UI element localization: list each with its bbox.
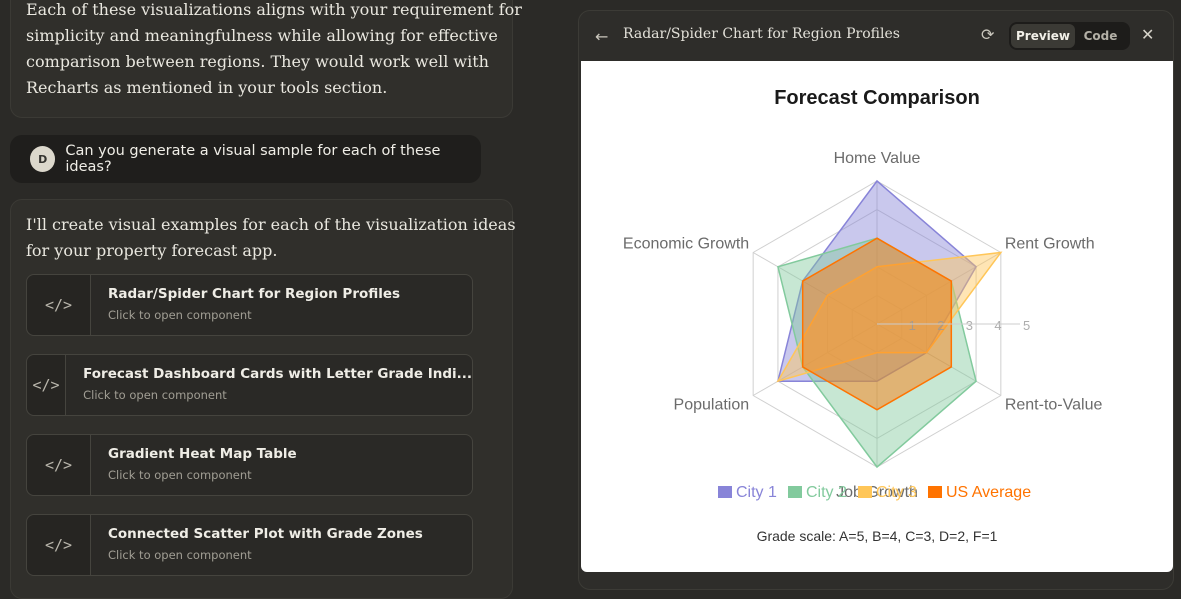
message-line: comparison between regions. They would w… (26, 52, 489, 71)
radius-tick-label: 5 (1023, 318, 1030, 333)
radius-tick-label: 2 (937, 318, 944, 333)
view-toggle: Preview Code (1009, 22, 1130, 50)
message-line: Each of these visualizations aligns with… (26, 0, 522, 19)
series-area-city-3 (776, 251, 1003, 383)
legend-label: City 3 (876, 484, 917, 501)
radar-chart: 1 2 3 4 5 Home Value Rent Growth Rent-to-Value J… (623, 150, 1103, 544)
chat-column: Each of these visualizations aligns with… (0, 0, 530, 599)
grid-spoke (876, 323, 1002, 396)
artifact-subtitle: Click to open component (108, 548, 252, 562)
assistant-message-reply: I'll create visual examples for each of … (10, 199, 516, 599)
artifact-card-scatter[interactable]: </> Connected Scatter Plot with Grade Zo… (26, 514, 473, 576)
radius-tick-label: 3 (966, 318, 973, 333)
code-icon: </> (44, 456, 73, 474)
artifact-card-radar[interactable]: </> Radar/Spider Chart for Region Profil… (26, 274, 473, 336)
code-icon: </> (32, 376, 60, 394)
message-line: simplicity and meaningfulness while allo… (26, 26, 498, 45)
grid-spoke (752, 252, 878, 325)
artifact-title: Radar/Spider Chart for Region Profiles (108, 286, 401, 302)
refresh-icon[interactable]: ⟳ (981, 25, 995, 44)
artifact-title: Forecast Dashboard Cards with Letter Gra… (83, 366, 472, 382)
legend-label: US Average (946, 484, 1031, 501)
legend-label: City 2 (806, 484, 847, 501)
chart-title: Forecast Comparison (774, 87, 980, 109)
back-arrow-icon[interactable]: ← (595, 27, 609, 46)
legend-swatch (928, 486, 942, 498)
artifact-title: Gradient Heat Map Table (108, 446, 297, 462)
artifact-card-heatmap[interactable]: </> Gradient Heat Map Table Click to ope… (26, 434, 473, 496)
artifact-panel: ← Radar/Spider Chart for Region Profiles… (578, 10, 1174, 590)
reply-text: I'll create visual examples for each of … (26, 212, 516, 264)
assistant-message-previous: Each of these visualizations aligns with… (10, 0, 522, 118)
artifact-subtitle: Click to open component (108, 468, 252, 482)
artifact-title: Connected Scatter Plot with Grade Zones (108, 526, 423, 542)
axis-label: Rent Growth (1005, 236, 1095, 253)
axis-label: Economic Growth (623, 236, 749, 253)
axis-label: Population (674, 397, 750, 414)
radius-tick-label: 1 (909, 318, 916, 333)
message-line: for your property forecast app. (26, 241, 278, 260)
chart-footnote: Grade scale: A=5, B=4, C=3, D=2, F=1 (757, 528, 998, 544)
code-icon: </> (44, 296, 73, 314)
axis-label: Home Value (834, 150, 921, 167)
tab-preview[interactable]: Preview (1011, 24, 1075, 48)
close-icon[interactable]: ✕ (1141, 25, 1155, 44)
radius-tick-label: 4 (994, 318, 1001, 333)
legend-swatch (858, 486, 872, 498)
artifact-subtitle: Click to open component (83, 388, 227, 402)
avatar: D (30, 146, 56, 172)
grid-spoke (876, 252, 1002, 325)
legend-label: City 1 (736, 484, 777, 501)
tab-code[interactable]: Code (1083, 29, 1118, 43)
panel-header: ← Radar/Spider Chart for Region Profiles… (579, 11, 1173, 61)
assistant-message-text: Each of these visualizations aligns with… (26, 0, 522, 101)
preview-canvas: Forecast Comparison 1 2 3 4 5 Home Value Rent … (581, 61, 1173, 572)
code-icon: </> (44, 536, 73, 554)
grid-spoke (752, 323, 878, 396)
user-message: D Can you generate a visual sample for e… (10, 135, 481, 183)
artifact-subtitle: Click to open component (108, 308, 252, 322)
legend-swatch (718, 486, 732, 498)
axis-label: Rent-to-Value (1005, 397, 1103, 414)
axis-label: Job Growth (836, 484, 918, 501)
panel-title: Radar/Spider Chart for Region Profiles (623, 26, 900, 42)
legend-swatch (788, 486, 802, 498)
artifact-card-dashboard[interactable]: </> Forecast Dashboard Cards with Letter… (26, 354, 473, 416)
message-line: Recharts as mentioned in your tools sect… (26, 78, 388, 97)
user-message-text: Can you generate a visual sample for eac… (65, 143, 441, 175)
message-line: I'll create visual examples for each of … (26, 215, 516, 234)
